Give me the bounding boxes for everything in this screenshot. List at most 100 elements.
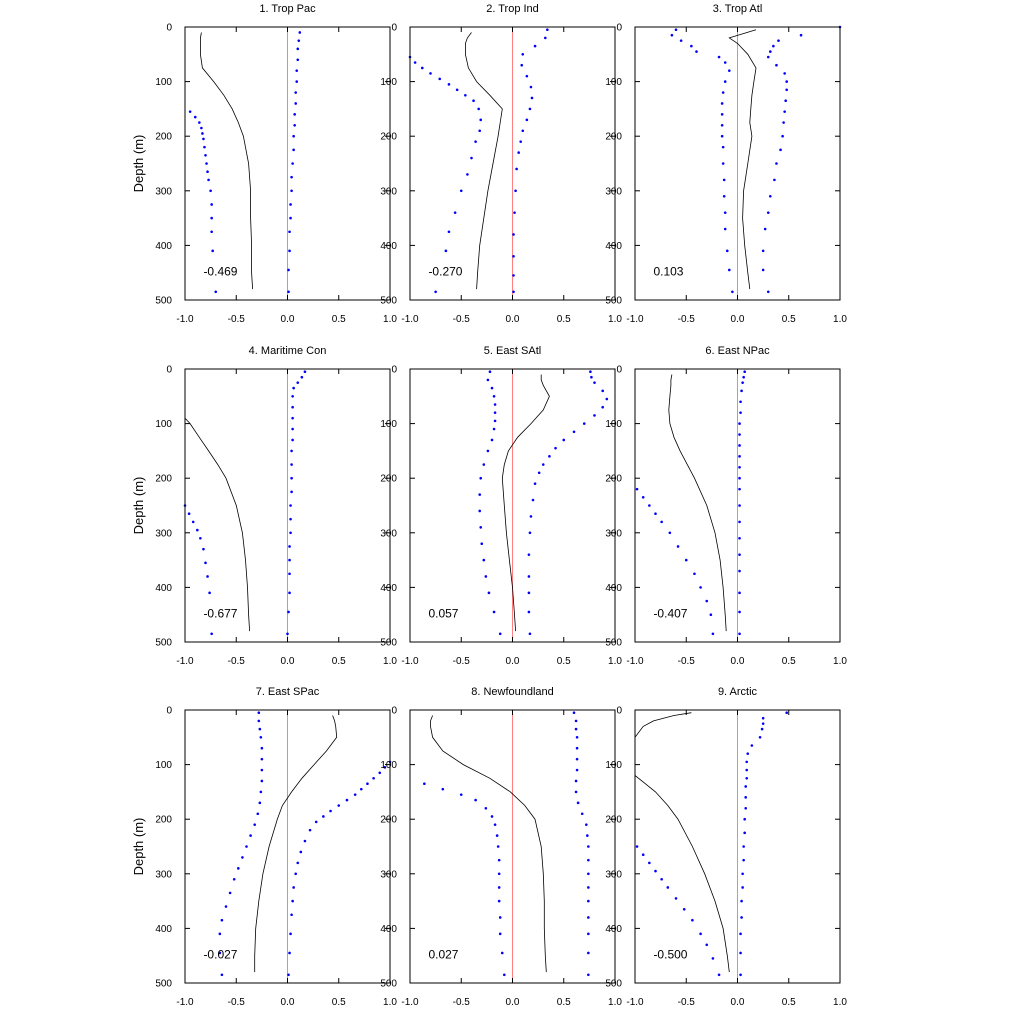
y-tick-label: 500 (380, 638, 397, 649)
x-tick-label: -1.0 (401, 314, 419, 325)
lower-bound-point (497, 872, 501, 876)
lower-bound-point (684, 558, 688, 562)
upper-bound-point (738, 433, 741, 436)
x-tick-label: 0.5 (557, 656, 571, 667)
upper-bound-point (740, 899, 743, 903)
lower-bound-point (260, 746, 264, 750)
upper-bound-point (745, 760, 749, 764)
upper-bound-point (294, 91, 298, 94)
lower-bound-point (459, 793, 463, 796)
lower-bound-point (486, 378, 490, 382)
upper-bound-point (587, 872, 590, 876)
lower-bound-point (670, 33, 674, 37)
upper-bound-point (512, 274, 515, 277)
lower-bound-point (198, 121, 201, 124)
upper-bound-point (739, 973, 742, 977)
upper-bound-point (582, 422, 586, 425)
x-tick-label: 1.0 (383, 656, 397, 667)
upper-bound-point (525, 118, 529, 122)
upper-bound-point (548, 455, 551, 458)
y-tick-label: 400 (155, 924, 172, 935)
lower-bound-point (208, 591, 211, 595)
correlation-label: -0.027 (203, 947, 237, 961)
upper-bound-point (784, 99, 787, 103)
lower-bound-point (711, 632, 715, 636)
upper-bound-point (587, 951, 590, 955)
lower-bound-point (200, 126, 203, 130)
correlation-label: -0.407 (653, 606, 687, 620)
lower-bound-point (482, 558, 486, 562)
panel-title: 8. Newfoundland (471, 686, 554, 698)
upper-bound-point (593, 414, 596, 417)
upper-bound-point (372, 776, 375, 780)
lower-bound-point (232, 877, 236, 881)
lower-bound-point (188, 110, 192, 113)
upper-bound-point (298, 31, 302, 34)
upper-bound-point (741, 872, 744, 876)
upper-bound-point (775, 162, 778, 165)
lower-bound-point (478, 493, 482, 496)
upper-bound-point (289, 932, 292, 936)
panel-title: 5. East SAtl (484, 345, 541, 357)
upper-bound-point (743, 831, 746, 835)
lower-bound-point (654, 512, 657, 515)
upper-bound-point (745, 776, 749, 780)
upper-bound-point (528, 107, 532, 111)
lower-bound-point (479, 526, 483, 529)
upper-bound-point (741, 886, 744, 889)
upper-bound-point (329, 809, 332, 813)
upper-bound-point (288, 558, 291, 562)
lower-bound-point (660, 520, 663, 524)
lower-bound-point (493, 411, 497, 414)
upper-bound-point (546, 28, 549, 32)
y-tick-label: 500 (380, 296, 397, 307)
upper-bound-point (288, 230, 291, 234)
upper-bound-point (575, 757, 579, 761)
lower-bound-point (497, 858, 501, 862)
lower-bound-point (478, 509, 482, 513)
lower-bound-point (203, 145, 206, 149)
y-tick-label: 500 (605, 296, 622, 307)
lower-bound-point (214, 290, 218, 294)
upper-bound-point (587, 858, 590, 862)
lower-bound-point (711, 957, 715, 960)
upper-bound-point (746, 752, 750, 755)
lower-bound-point (205, 162, 208, 165)
lower-bound-point (497, 886, 501, 889)
upper-bound-point (587, 845, 590, 848)
y-tick-label: 0 (391, 365, 397, 376)
upper-bound-point (589, 370, 592, 374)
lower-bound-point (654, 869, 657, 873)
lower-bound-point (679, 39, 683, 42)
lower-bound-point (660, 877, 663, 881)
upper-bound-point (517, 151, 520, 154)
lower-bound-point (492, 610, 496, 614)
lower-bound-point (728, 268, 731, 272)
upper-bound-point (288, 591, 291, 595)
x-tick-label: -1.0 (626, 656, 644, 667)
lower-bound-point (204, 561, 207, 565)
lower-bound-point (413, 61, 417, 64)
x-tick-label: 1.0 (833, 314, 847, 325)
y-tick-label: 0 (391, 23, 397, 34)
lower-bound-point (695, 50, 698, 53)
lower-bound-point (493, 403, 497, 406)
upper-bound-point (738, 444, 741, 447)
x-tick-label: 0.0 (731, 314, 745, 325)
panel-title: 7. East SPac (256, 686, 320, 698)
lower-bound-point (421, 66, 424, 70)
upper-bound-point (288, 572, 291, 576)
upper-bound-point (761, 716, 765, 720)
x-tick-label: 1.0 (383, 314, 397, 325)
upper-bound-point (293, 113, 296, 116)
upper-bound-point (290, 490, 293, 494)
y-tick-label: 200 (605, 474, 622, 485)
y-tick-label: 500 (155, 979, 172, 990)
x-tick-label: -1.0 (176, 997, 194, 1008)
upper-bound-point (738, 455, 741, 458)
y-tick-label: 200 (605, 132, 622, 143)
upper-bound-point (293, 123, 296, 127)
upper-bound-point (289, 216, 292, 220)
upper-bound-point (739, 411, 742, 414)
y-tick-label: 0 (166, 23, 172, 34)
